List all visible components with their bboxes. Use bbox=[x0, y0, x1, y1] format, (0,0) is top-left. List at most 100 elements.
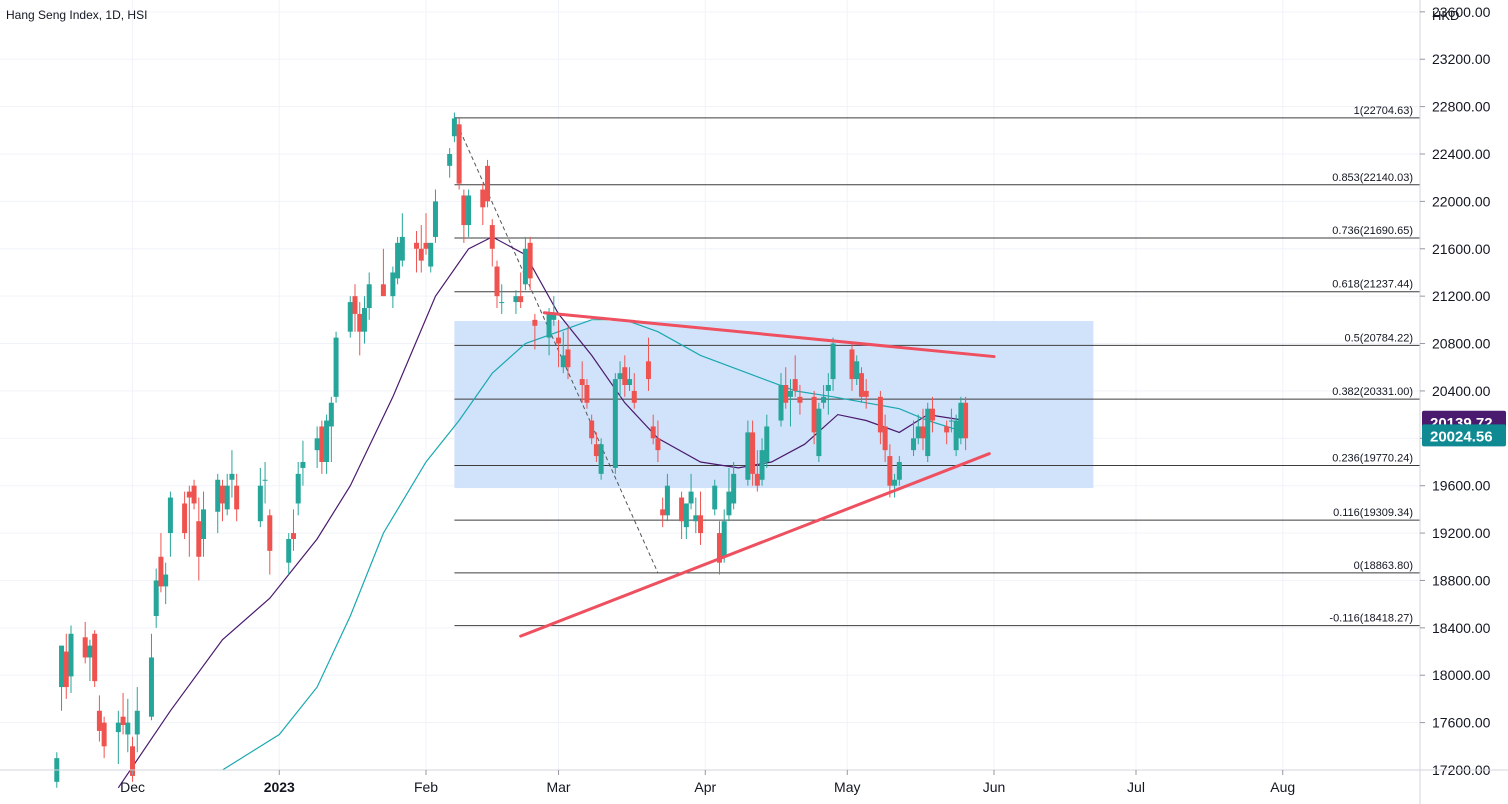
candle-body bbox=[622, 367, 628, 385]
candle-body bbox=[759, 450, 765, 480]
candle-body bbox=[489, 225, 495, 249]
candle bbox=[731, 462, 737, 510]
price-axis-label: 18800.00 bbox=[1432, 572, 1491, 588]
candle bbox=[527, 236, 533, 291]
candle-body bbox=[319, 426, 325, 462]
candle-body bbox=[948, 420, 954, 422]
candle-body bbox=[754, 473, 760, 486]
time-axis-label: 2023 bbox=[264, 779, 295, 795]
time-axis-label: Aug bbox=[1270, 779, 1295, 795]
candle bbox=[134, 687, 140, 753]
candle-body bbox=[944, 426, 950, 433]
candle-body bbox=[783, 385, 789, 403]
candle bbox=[688, 473, 694, 510]
candle-body bbox=[201, 509, 207, 539]
candle-body bbox=[631, 390, 637, 403]
candle-body bbox=[96, 710, 102, 731]
candle-body bbox=[882, 426, 888, 451]
candle-body bbox=[664, 485, 670, 516]
candle bbox=[328, 396, 334, 462]
candle bbox=[229, 450, 235, 498]
candle bbox=[920, 408, 926, 451]
candle bbox=[163, 562, 169, 605]
candle-body bbox=[352, 296, 358, 314]
price-axis-label: 19200.00 bbox=[1432, 525, 1491, 541]
price-badge: 20024.56 bbox=[1422, 424, 1506, 447]
candle-body bbox=[627, 379, 633, 385]
candle bbox=[593, 432, 599, 462]
candle bbox=[858, 367, 864, 403]
candle-body bbox=[68, 633, 74, 677]
candle-body bbox=[466, 195, 472, 226]
candle-body bbox=[645, 361, 651, 380]
candle bbox=[589, 414, 595, 445]
candle bbox=[167, 491, 173, 557]
candle-body bbox=[262, 479, 268, 481]
candle bbox=[158, 533, 164, 593]
candle bbox=[953, 414, 959, 457]
candle bbox=[565, 325, 571, 380]
candle-body bbox=[215, 479, 221, 512]
candle-body bbox=[787, 390, 793, 397]
candle-body bbox=[650, 426, 656, 439]
candle-body bbox=[797, 396, 803, 403]
candle-body bbox=[447, 154, 453, 166]
fib-level-label: 0.618(21237.44) bbox=[1332, 279, 1413, 291]
candle-body bbox=[821, 396, 827, 403]
candle bbox=[125, 698, 131, 753]
candle bbox=[361, 296, 367, 344]
candle-body bbox=[234, 485, 240, 510]
candle-body bbox=[414, 242, 420, 249]
candle-body bbox=[423, 242, 429, 249]
candle-body bbox=[366, 284, 372, 308]
candle-body bbox=[593, 444, 599, 457]
candle-body bbox=[915, 426, 921, 439]
candle bbox=[300, 440, 306, 486]
candle bbox=[295, 462, 301, 516]
candle bbox=[863, 379, 869, 409]
candle bbox=[414, 231, 420, 273]
fib-level-label: 0.382(20331.00) bbox=[1332, 386, 1413, 398]
candle bbox=[352, 284, 358, 332]
candle bbox=[380, 248, 386, 297]
candle bbox=[778, 373, 784, 427]
candle bbox=[679, 491, 685, 539]
candle bbox=[101, 716, 107, 759]
candle-body bbox=[683, 503, 689, 528]
candle bbox=[830, 337, 836, 391]
candle bbox=[598, 438, 604, 480]
candle-body bbox=[229, 473, 235, 480]
fib-level-label: 0.116(19309.34) bbox=[1333, 507, 1413, 519]
candle bbox=[451, 112, 457, 143]
candle bbox=[783, 367, 789, 409]
candle-body bbox=[432, 201, 438, 237]
candle bbox=[887, 444, 893, 498]
candle bbox=[584, 379, 590, 409]
candle bbox=[716, 521, 722, 575]
candle-body bbox=[584, 385, 590, 403]
candle-body bbox=[196, 521, 202, 557]
candle-body bbox=[518, 296, 524, 303]
candle-body bbox=[726, 491, 732, 516]
candle-body bbox=[556, 337, 562, 344]
candle-body bbox=[186, 491, 192, 498]
candle bbox=[489, 219, 495, 267]
candle bbox=[262, 462, 268, 504]
candle-body bbox=[324, 420, 330, 462]
candle bbox=[896, 456, 902, 486]
candle bbox=[816, 402, 822, 462]
fib-level-label: -0.116(18418.27) bbox=[1329, 613, 1413, 625]
candle bbox=[267, 509, 273, 575]
candle bbox=[153, 568, 159, 628]
chart-title: Hang Seng Index, 1D, HSI bbox=[6, 8, 148, 22]
candle-body bbox=[863, 390, 869, 397]
candle bbox=[357, 302, 363, 356]
candle-body bbox=[357, 313, 363, 332]
candle-body bbox=[527, 242, 533, 279]
candle bbox=[219, 479, 225, 522]
candle bbox=[522, 236, 528, 291]
candle bbox=[551, 296, 557, 326]
candle bbox=[612, 373, 618, 474]
candle-body bbox=[399, 236, 405, 261]
